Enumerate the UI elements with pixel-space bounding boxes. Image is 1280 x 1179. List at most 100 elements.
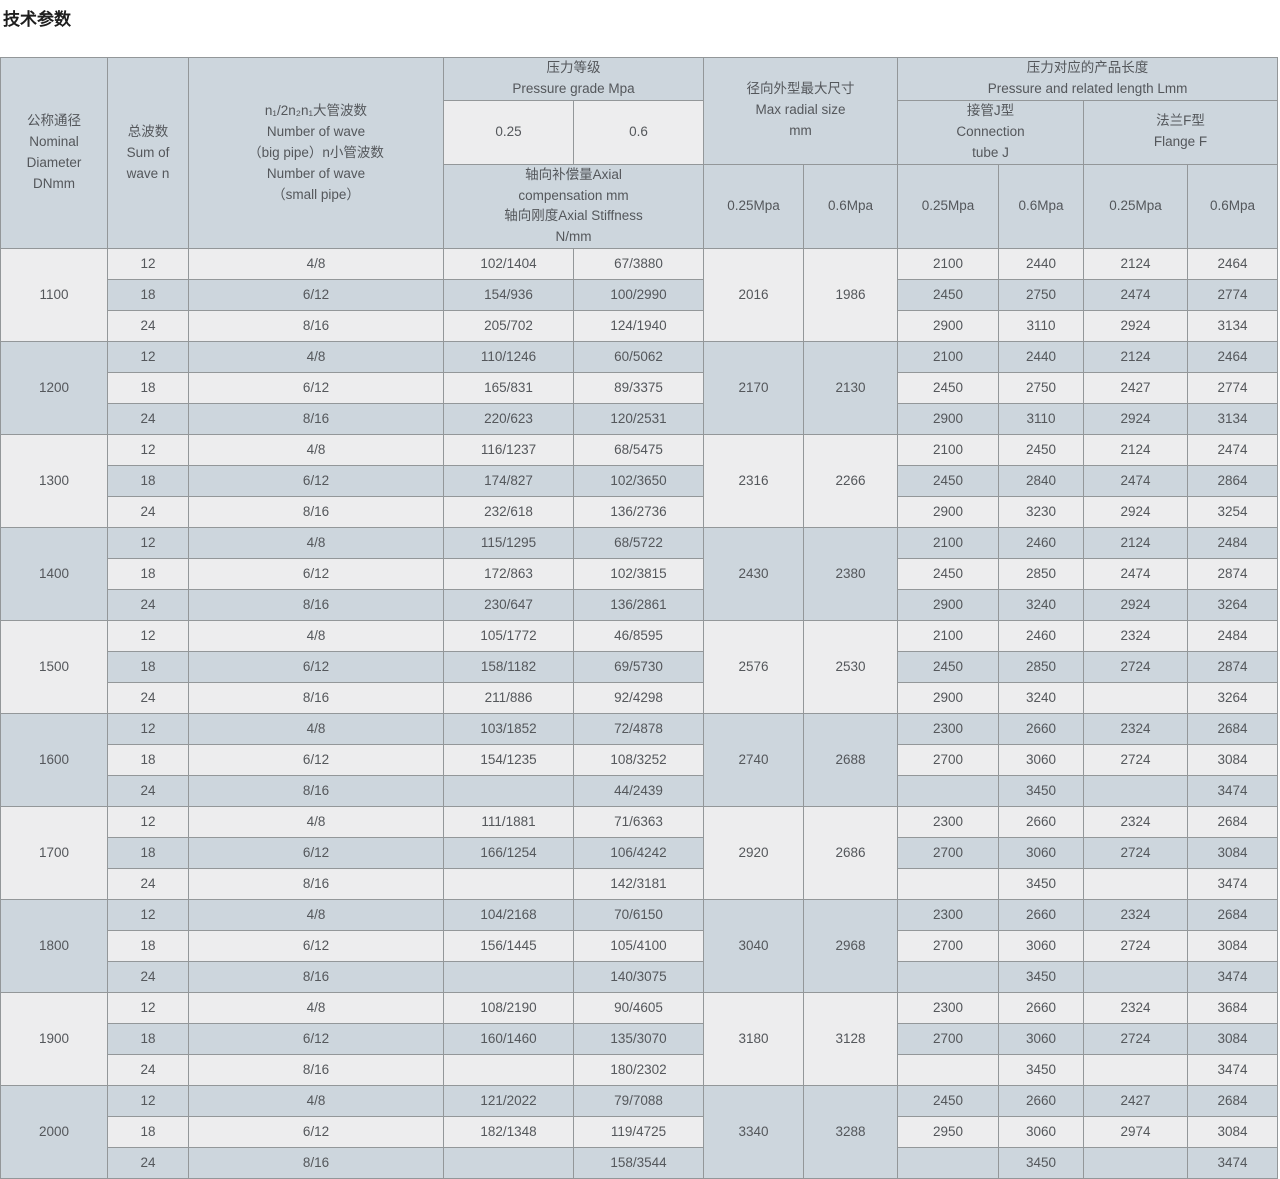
cell-axial-025: 160/1460: [443, 1023, 574, 1056]
cell-f-025mpa: 2924: [1083, 496, 1188, 529]
header-flange-f: 法兰F型 Flange F: [1082, 99, 1279, 165]
table-row: 18 6/12 174/827 102/3650 2450 2840 2474 2864: [1, 465, 1279, 498]
cell-f-06mpa: 2474: [1186, 434, 1279, 467]
cell-f-06mpa: 2464: [1186, 248, 1279, 281]
cell-wave-ratio: 8/16: [188, 682, 444, 715]
cell-axial-025: 111/1881: [443, 806, 574, 839]
cell-axial-025: 165/831: [443, 372, 574, 405]
cell-axial-06: 120/2531: [573, 403, 704, 436]
cell-axial-025: 154/936: [443, 279, 574, 312]
cell-j-025mpa: 2450: [897, 651, 999, 684]
cell-radial-025mpa: 2316: [703, 434, 804, 529]
cell-axial-025: 104/2168: [443, 899, 574, 932]
cell-axial-025: 103/1852: [443, 713, 574, 746]
table-row: 18 6/12 158/1182 69/5730 2450 2850 2724 2874: [1, 651, 1279, 684]
header-radial-06mpa: 0.6Mpa: [803, 163, 898, 250]
cell-sum-of-wave: 12: [107, 248, 189, 281]
table-row: 24 8/16 220/623 120/2531 2900 3110 2924 3134: [1, 403, 1279, 436]
cell-f-06mpa: 2484: [1186, 620, 1279, 653]
cell-f-06mpa: 3474: [1186, 775, 1279, 808]
cell-f-025mpa: 2124: [1083, 527, 1188, 560]
technical-parameters-table: 公称通径 Nominal Diameter DNmm 总波数 Sum of wa…: [0, 56, 1279, 1179]
cell-j-025mpa: 2300: [897, 806, 999, 839]
cell-f-025mpa: [1083, 775, 1188, 808]
table-row: 18 6/12 154/936 100/2990 2450 2750 2474 2774: [1, 279, 1279, 312]
table-row: 24 8/16 140/3075 3450 3474: [1, 961, 1279, 994]
cell-axial-025: 156/1445: [443, 930, 574, 963]
cell-j-06mpa: 3110: [998, 403, 1084, 436]
cell-wave-ratio: 6/12: [188, 1116, 444, 1149]
cell-j-025mpa: [897, 775, 999, 808]
table-row: 18 6/12 166/1254 106/4242 2700 3060 2724 3084: [1, 837, 1279, 870]
header-sum-of-wave: 总波数 Sum of wave n: [107, 56, 189, 250]
cell-sum-of-wave: 24: [107, 310, 189, 343]
cell-radial-06mpa: 2968: [803, 899, 898, 994]
cell-radial-06mpa: 2688: [803, 713, 898, 808]
table-row: 18 6/12 182/1348 119/4725 2950 3060 2974 3084: [1, 1116, 1279, 1149]
cell-j-06mpa: 2660: [998, 713, 1084, 746]
cell-sum-of-wave: 18: [107, 558, 189, 591]
cell-radial-025mpa: 2170: [703, 341, 804, 436]
cell-axial-06: 68/5475: [573, 434, 704, 467]
cell-wave-ratio: 4/8: [188, 899, 444, 932]
cell-axial-025: 174/827: [443, 465, 574, 498]
cell-sum-of-wave: 24: [107, 682, 189, 715]
cell-f-06mpa: 3474: [1186, 961, 1279, 994]
cell-axial-025: [443, 1054, 574, 1087]
cell-j-025mpa: 2300: [897, 899, 999, 932]
cell-axial-025: 166/1254: [443, 837, 574, 870]
cell-j-025mpa: 2100: [897, 434, 999, 467]
cell-j-06mpa: 3450: [998, 1054, 1084, 1087]
table-row: 1900 12 4/8 108/2190 90/4605 3180 3128 2300 2660…: [0, 992, 1279, 1087]
cell-radial-025mpa: 3340: [703, 1085, 804, 1179]
cell-f-06mpa: 3254: [1186, 496, 1279, 529]
header-j-06mpa: 0.6Mpa: [998, 163, 1084, 250]
cell-f-025mpa: 2474: [1083, 279, 1188, 312]
cell-wave-ratio: 8/16: [188, 1054, 444, 1087]
cell-f-025mpa: [1083, 682, 1188, 715]
cell-f-025mpa: 2324: [1083, 806, 1188, 839]
cell-f-025mpa: 2924: [1083, 403, 1188, 436]
cell-wave-ratio: 4/8: [188, 1085, 444, 1118]
header-pressure-06: 0.6: [573, 99, 704, 165]
cell-j-06mpa: 2450: [998, 434, 1084, 467]
cell-radial-06mpa: 2530: [803, 620, 898, 715]
cell-sum-of-wave: 12: [107, 992, 189, 1025]
cell-radial-025mpa: 2740: [703, 713, 804, 808]
cell-wave-ratio: 4/8: [188, 992, 444, 1025]
cell-j-025mpa: [897, 961, 999, 994]
cell-axial-06: 100/2990: [573, 279, 704, 312]
cell-f-06mpa: 3134: [1186, 403, 1279, 436]
cell-wave-ratio: 8/16: [188, 403, 444, 436]
cell-axial-06: 69/5730: [573, 651, 704, 684]
cell-axial-06: 72/4878: [573, 713, 704, 746]
cell-j-06mpa: 3060: [998, 1116, 1084, 1149]
cell-axial-025: 121/2022: [443, 1085, 574, 1118]
header-pressure-grade: 压力等级 Pressure grade Mpa: [443, 57, 704, 101]
cell-axial-06: 102/3650: [573, 465, 704, 498]
cell-nominal-diameter: 1800: [0, 899, 108, 994]
cell-sum-of-wave: 18: [107, 744, 189, 777]
cell-wave-ratio: 6/12: [188, 744, 444, 777]
cell-f-06mpa: 2684: [1186, 1085, 1279, 1118]
cell-j-025mpa: 2100: [897, 341, 999, 374]
cell-j-06mpa: 2660: [998, 992, 1084, 1025]
cell-axial-025: 211/886: [443, 682, 574, 715]
cell-f-06mpa: 3084: [1186, 1116, 1279, 1149]
cell-wave-ratio: 6/12: [188, 837, 444, 870]
cell-f-06mpa: 2874: [1186, 651, 1279, 684]
cell-f-06mpa: 3084: [1186, 744, 1279, 777]
cell-wave-ratio: 4/8: [188, 248, 444, 281]
cell-axial-06: 135/3070: [573, 1023, 704, 1056]
cell-sum-of-wave: 24: [107, 496, 189, 529]
cell-sum-of-wave: 24: [107, 868, 189, 901]
header-radial-025mpa: 0.25Mpa: [703, 163, 804, 250]
cell-axial-06: 140/3075: [573, 961, 704, 994]
cell-sum-of-wave: 12: [107, 434, 189, 467]
cell-j-025mpa: 2700: [897, 837, 999, 870]
cell-f-06mpa: 3084: [1186, 837, 1279, 870]
cell-f-06mpa: 2684: [1186, 806, 1279, 839]
table-row: 1400 12 4/8 115/1295 68/5722 2430 2380 2100 2460…: [0, 527, 1279, 622]
cell-wave-ratio: 6/12: [188, 930, 444, 963]
cell-axial-025: 220/623: [443, 403, 574, 436]
